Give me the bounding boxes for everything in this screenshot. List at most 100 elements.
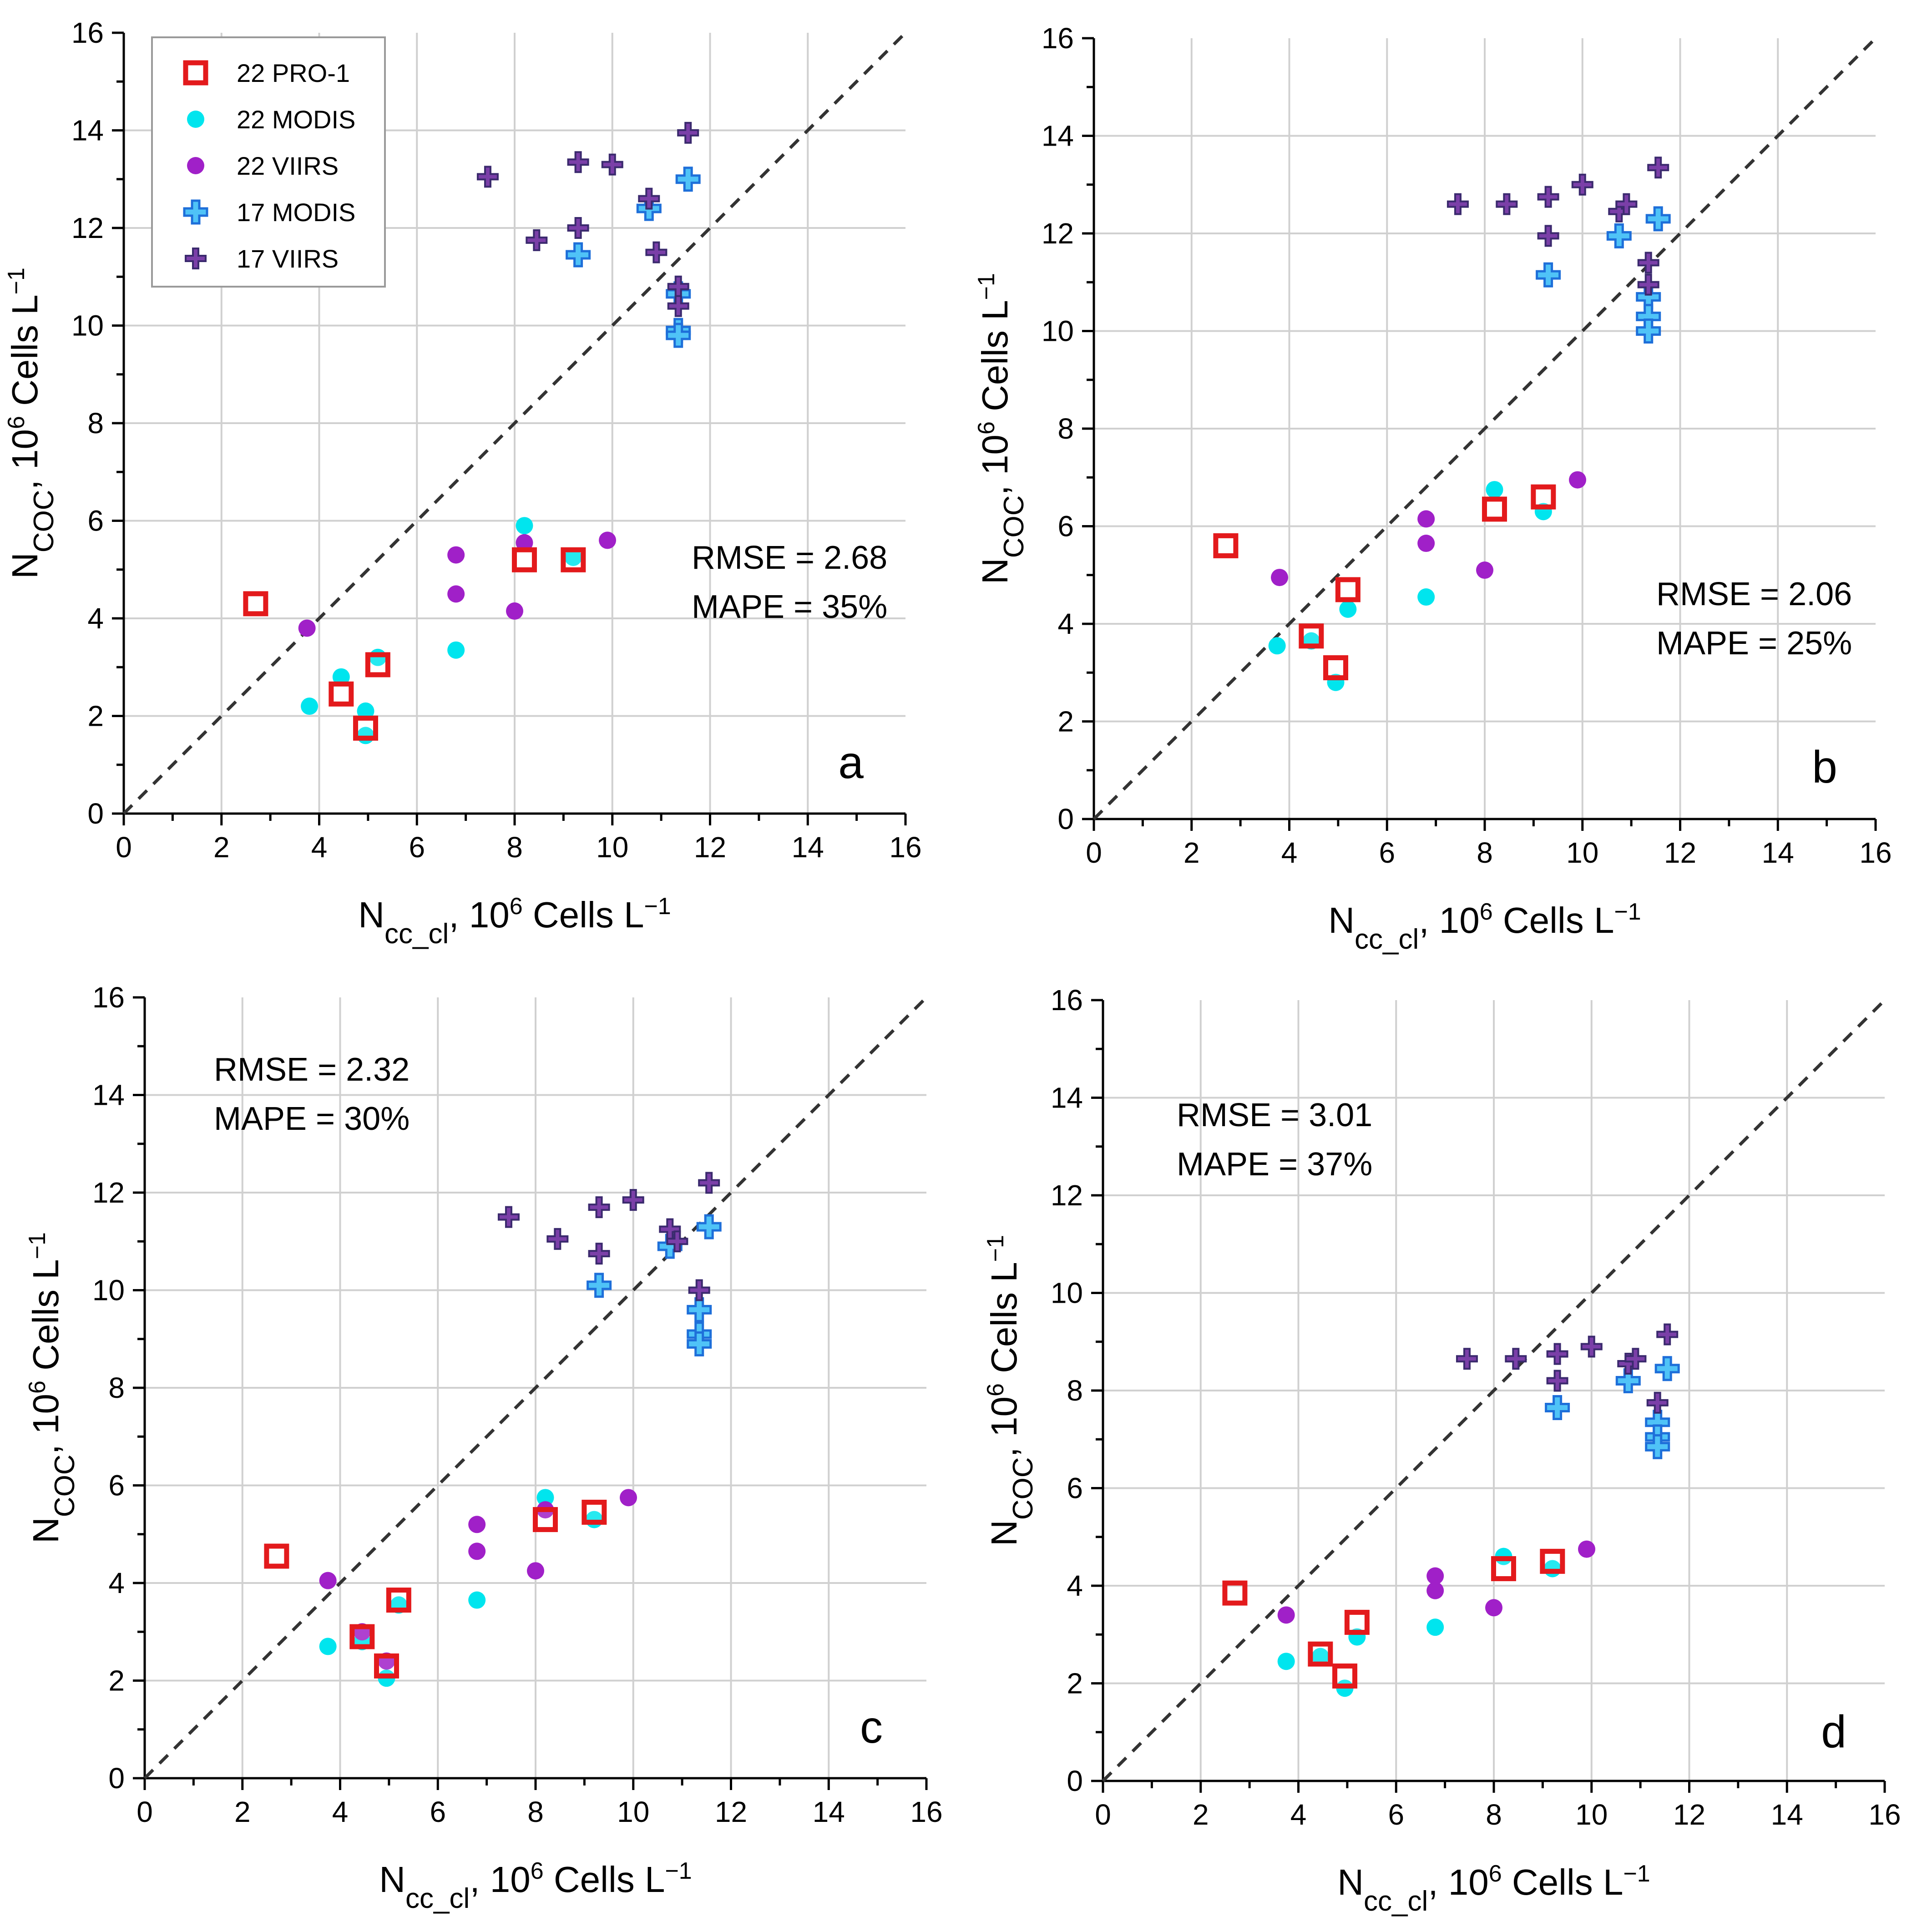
- x-axis-title-rest: , 10: [470, 1859, 530, 1900]
- data-point-circle-marker: [447, 585, 465, 603]
- data-point-circle-marker: [516, 517, 533, 535]
- y-tick-label: 16: [71, 16, 104, 49]
- data-point-plus-marker: [587, 1273, 612, 1298]
- data-point-circle-marker: [357, 702, 374, 720]
- data-point-circle-marker: [536, 1489, 554, 1507]
- y-axis-title-main: N: [5, 552, 45, 579]
- series-17-modis: [1545, 1356, 1680, 1459]
- data-point-plus-marker: [1645, 206, 1671, 232]
- y-tick-label: 0: [1057, 803, 1074, 835]
- data-point-plus-marker: [1615, 193, 1638, 215]
- data-point-plus-marker: [1606, 223, 1632, 248]
- y-tick-label: 4: [1057, 607, 1074, 640]
- x-tick-label: 12: [1673, 1798, 1705, 1831]
- data-point-plus-marker: [588, 1196, 610, 1219]
- data-point-plus-marker: [588, 1243, 610, 1265]
- data-points: [264, 1172, 722, 1687]
- one-to-one-line: [1102, 999, 1886, 1782]
- y-tick-label: 4: [87, 602, 104, 635]
- data-point-plus-marker: [1546, 1343, 1568, 1365]
- rmse-annotation: RMSE = 3.01: [1177, 1097, 1372, 1133]
- y-tick-label: 14: [71, 114, 104, 147]
- data-point-plus-marker: [677, 121, 699, 144]
- y-tick-label: 6: [1067, 1472, 1083, 1505]
- gridlines: [145, 997, 926, 1778]
- data-point-plus-marker: [1536, 262, 1561, 288]
- y-tick-label: 0: [1067, 1765, 1083, 1797]
- legend-label: 22 PRO-1: [237, 59, 350, 87]
- series-17-viirs: [497, 1172, 720, 1301]
- data-point-plus-marker: [645, 241, 668, 263]
- y-tick-label: 8: [108, 1371, 125, 1404]
- data-point-circle-marker: [332, 668, 350, 686]
- x-tick-label: 14: [792, 831, 824, 864]
- x-tick-label: 12: [715, 1795, 747, 1828]
- x-tick-label: 0: [1095, 1798, 1111, 1831]
- y-axis-title-main: N: [975, 558, 1015, 584]
- y-axis-title-rest: , 10: [984, 1396, 1024, 1457]
- series-22-modis: [1268, 481, 1552, 691]
- series-22-viirs: [1271, 471, 1587, 587]
- y-axis-title-superscript: 6: [3, 416, 30, 429]
- data-point-plus-marker: [1496, 193, 1518, 215]
- data-point-square-marker: [561, 547, 586, 572]
- data-point-circle-marker: [564, 548, 582, 566]
- data-point-square-marker: [1299, 623, 1324, 649]
- mape-annotation: MAPE = 37%: [1177, 1146, 1372, 1183]
- data-point-plus-marker: [666, 1230, 688, 1253]
- x-tick-label: 4: [332, 1795, 349, 1828]
- y-axis-title: NCOC, 106 Cells L−1: [3, 268, 60, 579]
- data-point-plus-marker: [497, 1206, 520, 1228]
- y-axis-title-superscript: 6: [24, 1381, 51, 1394]
- data-point-plus-marker: [566, 242, 591, 268]
- x-axis-title-main: N: [1337, 1862, 1364, 1902]
- data-point-circle-marker: [298, 619, 316, 637]
- data-point-plus-marker: [526, 229, 548, 251]
- data-point-square-marker: [1531, 484, 1556, 510]
- data-point-plus-marker: [687, 1331, 712, 1356]
- data-point-square-marker: [1332, 1663, 1358, 1689]
- data-point-plus-marker: [1447, 193, 1469, 215]
- data-point-circle-marker: [1339, 600, 1357, 618]
- data-points: [1213, 157, 1671, 691]
- data-point-plus-marker: [1647, 157, 1669, 179]
- series-22-pro-1: [243, 547, 586, 741]
- data-point-plus-marker: [1646, 1391, 1669, 1414]
- data-point-plus-marker: [667, 295, 689, 317]
- series-22-modis: [319, 1489, 603, 1687]
- x-tick-label: 8: [1486, 1798, 1502, 1831]
- x-axis-title-superscript: 6: [510, 893, 523, 920]
- y-tick-label: 14: [92, 1079, 125, 1112]
- x-axis-title-superscript: 6: [1480, 899, 1493, 925]
- data-point-square-marker: [511, 547, 537, 572]
- y-tick-label: 6: [1057, 510, 1074, 543]
- data-point-circle-marker: [447, 546, 465, 564]
- data-point-plus-marker: [1636, 319, 1661, 344]
- data-point-plus-marker: [622, 1189, 644, 1211]
- x-axis-title-unit: Cells L: [1493, 900, 1614, 941]
- y-axis-title-unit: Cells L: [975, 300, 1015, 421]
- data-point-plus-marker: [601, 153, 623, 176]
- data-point-circle-marker: [1417, 510, 1435, 528]
- data-point-plus-marker: [1537, 225, 1559, 247]
- data-point-circle-marker: [319, 1638, 337, 1655]
- x-axis-title-superscript: 6: [531, 1858, 544, 1884]
- legend-circle-marker: [187, 157, 204, 174]
- x-tick-label: 12: [694, 831, 726, 864]
- x-tick-label: 14: [1762, 836, 1794, 869]
- legend-square-marker: [183, 60, 208, 86]
- x-axis-title: Ncc_cl, 106 Cells L−1: [1337, 1861, 1650, 1917]
- y-tick-label: 8: [87, 407, 104, 440]
- y-axis-title-unit-superscript: −1: [982, 1235, 1009, 1262]
- rmse-annotation: RMSE = 2.68: [692, 540, 887, 576]
- data-point-plus-marker: [1624, 1348, 1647, 1370]
- legend-label: 17 VIIRS: [237, 244, 339, 273]
- x-tick-label: 16: [889, 831, 921, 864]
- series-22-modis: [301, 517, 582, 744]
- y-axis-title-unit-superscript: −1: [973, 273, 1000, 300]
- y-tick-label: 16: [1051, 984, 1083, 1017]
- x-axis-title-rest: , 10: [449, 895, 509, 935]
- x-axis-title-main: N: [379, 1859, 405, 1900]
- data-point-plus-marker: [666, 323, 691, 348]
